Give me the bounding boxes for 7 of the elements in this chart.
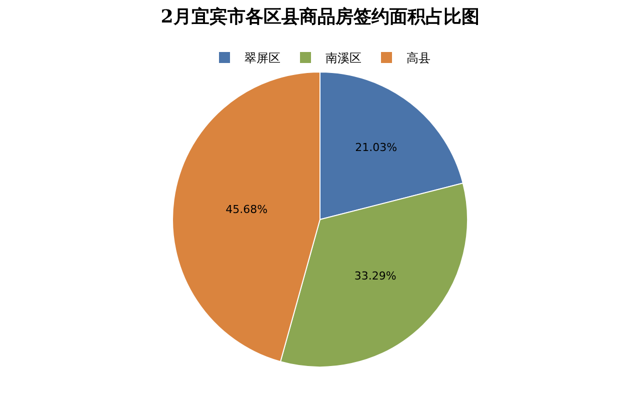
data-label: 45.68% bbox=[226, 202, 268, 216]
chart-title: 2月宜宾市各区县商品房签约面积占比图 bbox=[160, 6, 480, 28]
data-label: 21.03% bbox=[355, 140, 398, 154]
data-label: 33.29% bbox=[354, 270, 396, 283]
legend-label: 高县 bbox=[406, 51, 430, 66]
legend-label: 南溪区 bbox=[326, 51, 362, 66]
legend-label: 翠屏区 bbox=[244, 51, 280, 66]
